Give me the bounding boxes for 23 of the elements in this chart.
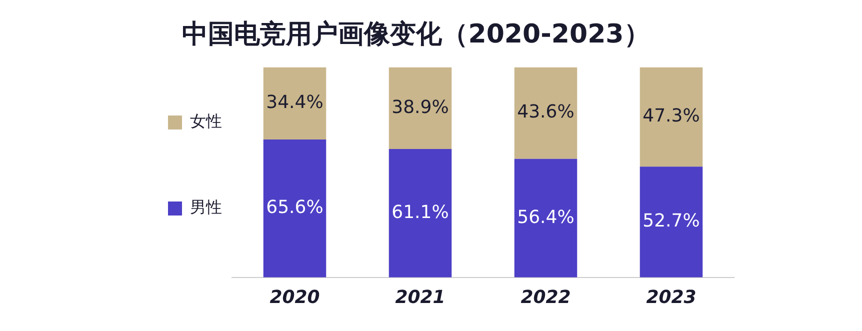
- bar: [640, 166, 703, 278]
- data-label: 52.7%: [642, 210, 700, 232]
- data-label: 56.4%: [517, 206, 574, 228]
- x-tick-label: 2023: [646, 286, 696, 308]
- data-label: 43.6%: [517, 102, 574, 123]
- chart-title: 中国电竞用户画像变化（2020-2023）: [182, 19, 650, 50]
- x-tick-label: 2021: [395, 286, 446, 308]
- x-tick-label: 2022: [520, 286, 571, 308]
- data-label: 38.9%: [392, 96, 449, 118]
- data-label: 65.6%: [266, 197, 324, 218]
- bar: [388, 67, 452, 149]
- bar: [263, 140, 326, 278]
- data-label: 61.1%: [392, 202, 449, 223]
- bar: [514, 158, 578, 278]
- data-label: 34.4%: [266, 92, 324, 114]
- x-tick-label: 2020: [270, 286, 320, 308]
- bar: [514, 67, 578, 159]
- bar: [388, 148, 452, 278]
- data-label: 47.3%: [642, 106, 700, 127]
- bar: [640, 67, 703, 167]
- legend-label: 女性: [190, 112, 222, 131]
- bar: [263, 67, 326, 140]
- legend-label: 男性: [190, 198, 222, 217]
